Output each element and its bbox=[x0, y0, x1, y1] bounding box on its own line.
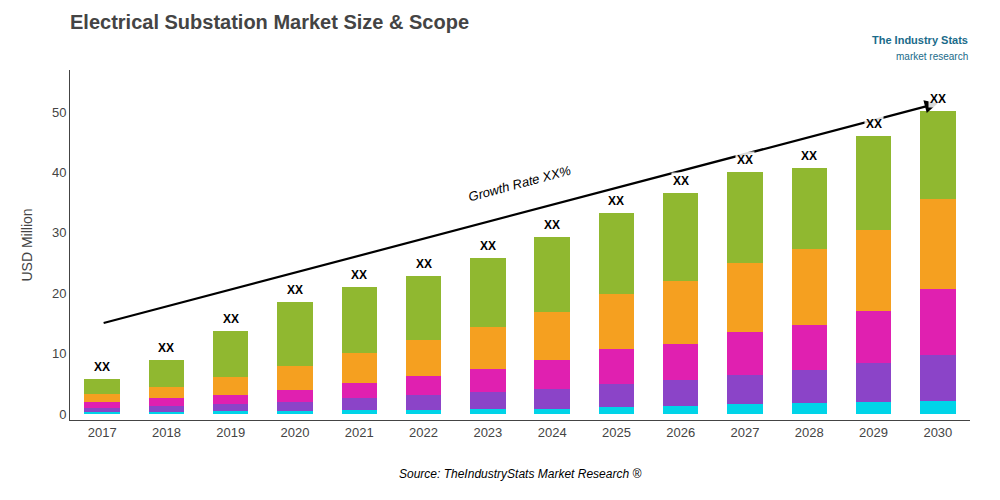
svg-text:10: 10 bbox=[52, 346, 66, 361]
svg-text:USD Million: USD Million bbox=[19, 208, 35, 281]
svg-text:2018: 2018 bbox=[152, 425, 181, 440]
svg-text:Electrical Substation Market S: Electrical Substation Market Size & Scop… bbox=[70, 11, 469, 33]
svg-text:40: 40 bbox=[52, 165, 66, 180]
svg-text:XX: XX bbox=[866, 117, 882, 131]
svg-text:Growth Rate XX%: Growth Rate XX% bbox=[467, 163, 573, 205]
svg-text:2023: 2023 bbox=[473, 425, 502, 440]
svg-text:XX: XX bbox=[801, 149, 817, 163]
svg-text:2019: 2019 bbox=[216, 425, 245, 440]
svg-text:2027: 2027 bbox=[731, 425, 760, 440]
svg-text:XX: XX bbox=[544, 218, 560, 232]
svg-text:XX: XX bbox=[480, 239, 496, 253]
svg-text:2030: 2030 bbox=[923, 425, 952, 440]
svg-text:XX: XX bbox=[351, 268, 367, 282]
svg-text:XX: XX bbox=[673, 174, 689, 188]
svg-text:2021: 2021 bbox=[345, 425, 374, 440]
svg-text:20: 20 bbox=[52, 286, 66, 301]
svg-text:XX: XX bbox=[223, 312, 239, 326]
svg-text:The Industry Stats: The Industry Stats bbox=[872, 34, 968, 46]
svg-text:XX: XX bbox=[737, 153, 753, 167]
svg-text:XX: XX bbox=[158, 341, 174, 355]
svg-text:2028: 2028 bbox=[795, 425, 824, 440]
svg-text:Source: TheIndustryStats Marke: Source: TheIndustryStats Market Research… bbox=[399, 467, 641, 481]
svg-text:XX: XX bbox=[94, 360, 110, 374]
svg-text:XX: XX bbox=[608, 194, 624, 208]
svg-text:2026: 2026 bbox=[666, 425, 695, 440]
svg-text:0: 0 bbox=[59, 407, 66, 422]
svg-text:2025: 2025 bbox=[602, 425, 631, 440]
svg-text:XX: XX bbox=[930, 92, 946, 106]
svg-text:30: 30 bbox=[52, 225, 66, 240]
svg-text:XX: XX bbox=[416, 257, 432, 271]
svg-text:2020: 2020 bbox=[281, 425, 310, 440]
svg-text:50: 50 bbox=[52, 105, 66, 120]
svg-text:2029: 2029 bbox=[859, 425, 888, 440]
svg-text:XX: XX bbox=[287, 283, 303, 297]
svg-text:2017: 2017 bbox=[88, 425, 117, 440]
svg-text:market research: market research bbox=[896, 51, 968, 62]
svg-text:2024: 2024 bbox=[538, 425, 567, 440]
svg-text:2022: 2022 bbox=[409, 425, 438, 440]
